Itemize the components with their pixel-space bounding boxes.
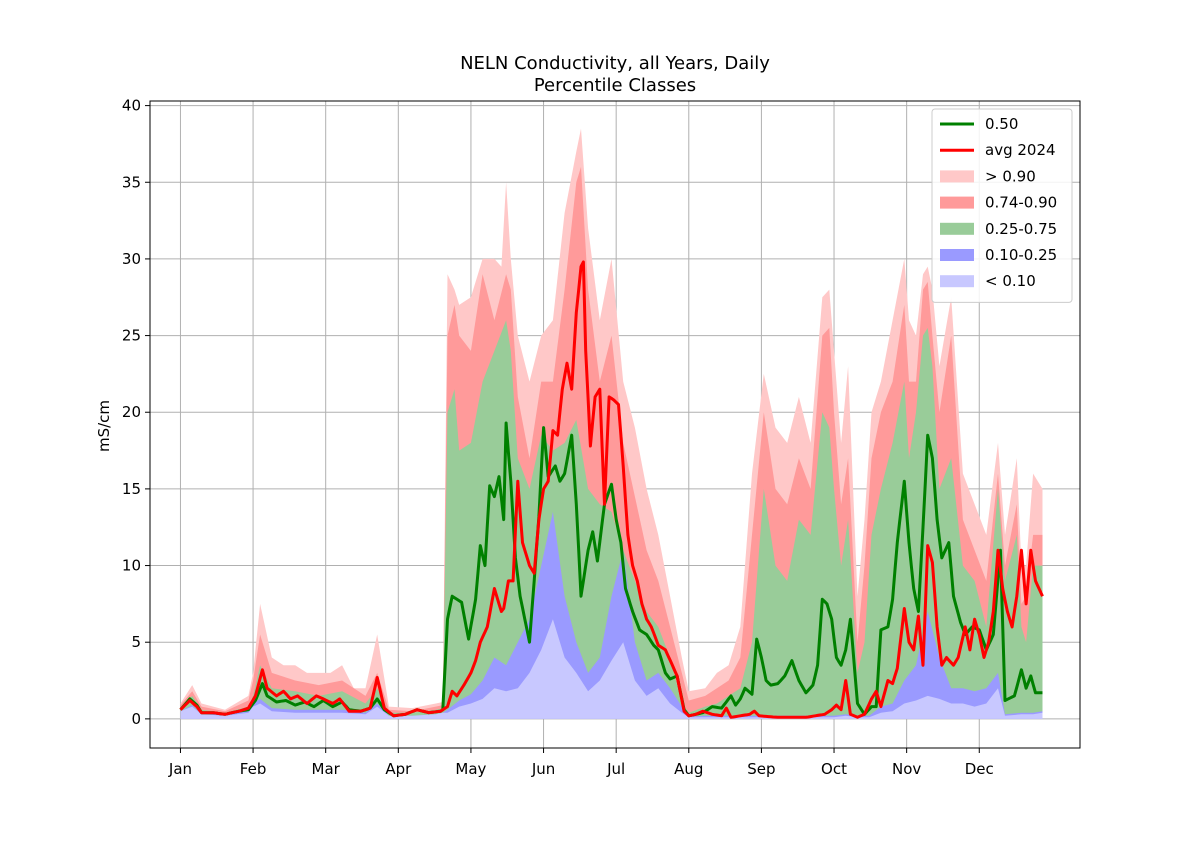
y-tick-label: 35 [122, 173, 141, 191]
y-tick-label: 20 [122, 403, 141, 421]
band--0-10 [180, 619, 1043, 719]
series-line-avg-2024 [179, 260, 1044, 719]
band-0-10-0-25 [180, 511, 1043, 719]
x-tick-label: Aug [674, 760, 703, 778]
x-tick-label: Sep [747, 760, 775, 778]
y-tick-label: 0 [131, 710, 141, 728]
x-tick-label: Nov [892, 760, 921, 778]
legend-band-swatch [940, 275, 974, 288]
band-layer [180, 128, 1043, 719]
line-layer [179, 260, 1044, 719]
legend-band-swatch [940, 249, 974, 261]
x-tick-label: Oct [821, 760, 847, 778]
x-tick-label: Dec [965, 760, 994, 778]
y-tick-label: 25 [122, 327, 141, 345]
x-tick-label: Jun [531, 760, 555, 778]
x-tick-label: Apr [385, 760, 412, 778]
x-tick-label: Jul [606, 760, 625, 778]
y-axis-label: mS/cm [95, 400, 113, 452]
y-tick-label: 40 [122, 97, 141, 115]
x-tick-label: Feb [240, 760, 267, 778]
legend-band-swatch [940, 170, 974, 183]
y-tick-label: 10 [122, 557, 141, 575]
y-tick-label: 15 [122, 480, 141, 498]
legend-label: 0.74-0.90 [985, 194, 1057, 212]
series-line-0-50 [179, 421, 1043, 718]
legend-label: > 0.90 [985, 167, 1036, 185]
y-tick-label: 30 [122, 250, 141, 268]
legend: 0.50 avg 2024 > 0.90 0.74-0.90 0.25-0.75 0.10… [931, 108, 1073, 303]
legend-band-swatch [940, 222, 974, 235]
y-tick-label: 5 [131, 633, 141, 651]
plot-frame [149, 100, 1081, 749]
band-0-25-0-75 [180, 320, 1043, 719]
x-tick-label: Jan [168, 760, 192, 778]
x-tick-label: Mar [312, 760, 341, 778]
legend-label: 0.50 [985, 115, 1018, 133]
legend-label: 0.10-0.25 [985, 246, 1057, 264]
x-tick-label: May [455, 760, 486, 778]
legend-label: 0.25-0.75 [985, 220, 1057, 238]
chart-subtitle: Percentile Classes [534, 75, 696, 96]
legend-label: avg 2024 [985, 141, 1056, 159]
chart-title: NELN Conductivity, all Years, Daily [460, 53, 770, 74]
legend-band-swatch [940, 196, 974, 209]
legend-label: < 0.10 [985, 272, 1036, 290]
tick-layer: Jan Feb Mar Apr May Jun Jul Aug Sep Oct Nov Dec 0 5 10… [122, 97, 994, 778]
